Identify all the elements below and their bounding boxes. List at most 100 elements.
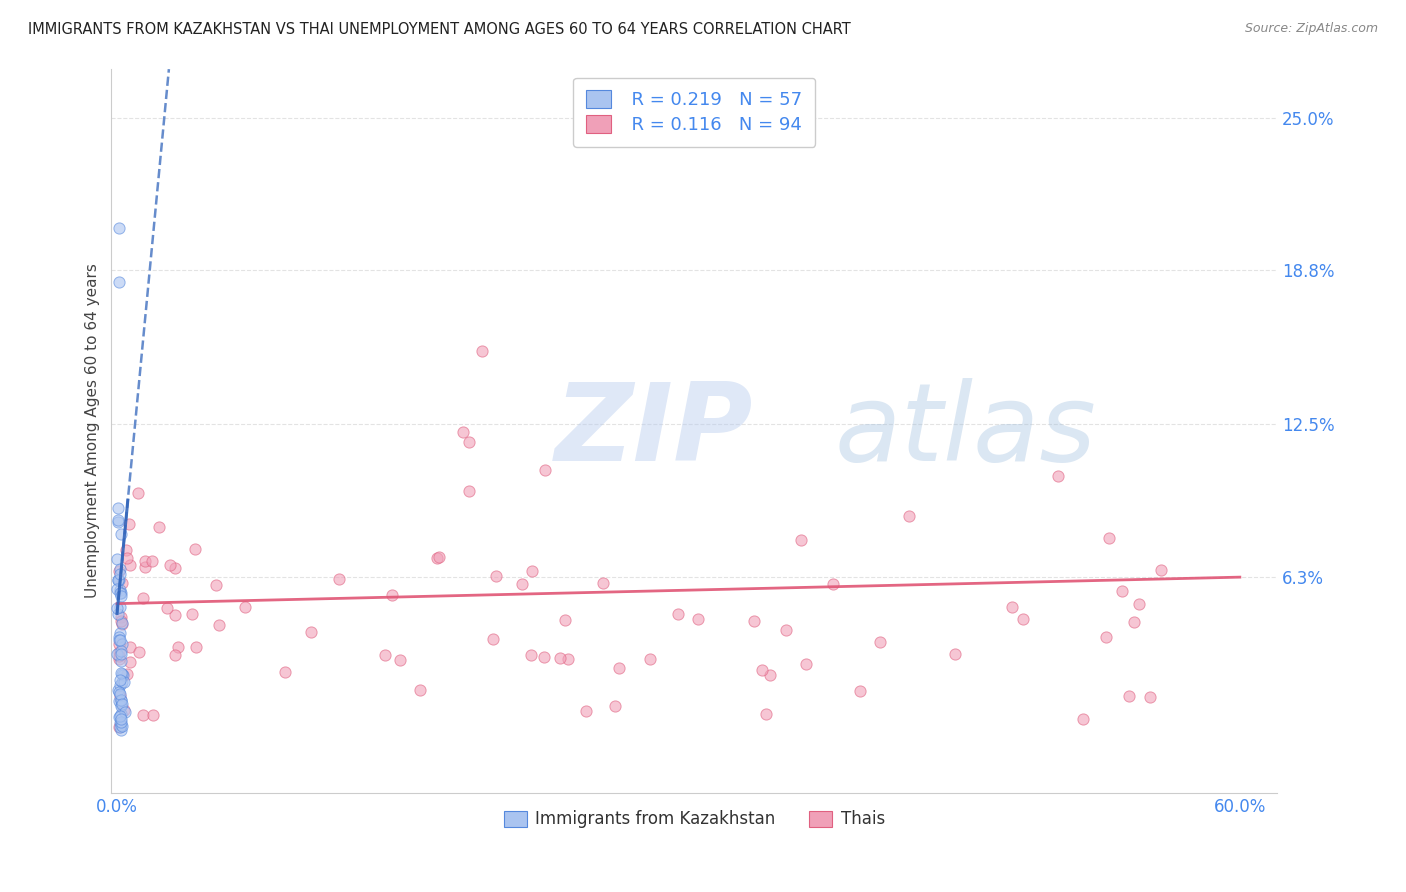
- Point: [110, 647, 132, 661]
- Text: Source: ZipAtlas.com: Source: ZipAtlas.com: [1244, 22, 1378, 36]
- Point: [105, 648, 128, 662]
- Point: [107, 694, 129, 708]
- Point: [1123, 615, 1146, 629]
- Point: [898, 509, 921, 524]
- Point: [110, 693, 132, 707]
- Point: [638, 652, 661, 666]
- Point: [107, 515, 129, 529]
- Point: [110, 666, 132, 681]
- Point: [426, 551, 449, 566]
- Point: [111, 637, 134, 651]
- Point: [111, 674, 134, 689]
- Point: [131, 591, 153, 605]
- Point: [557, 652, 579, 666]
- Point: [374, 648, 396, 662]
- Point: [111, 666, 134, 681]
- Point: [1047, 469, 1070, 483]
- Point: [869, 634, 891, 648]
- Point: [108, 564, 131, 578]
- Point: [1001, 599, 1024, 614]
- Point: [108, 630, 131, 644]
- Point: [105, 582, 128, 597]
- Point: [457, 484, 479, 499]
- Point: [512, 577, 534, 591]
- Point: [107, 573, 129, 587]
- Point: [110, 716, 132, 731]
- Point: [115, 551, 138, 566]
- Point: [389, 653, 412, 667]
- Point: [534, 463, 557, 477]
- Point: [134, 554, 156, 568]
- Point: [554, 613, 576, 627]
- Point: [111, 616, 134, 631]
- Point: [592, 576, 614, 591]
- Point: [328, 572, 350, 586]
- Point: [165, 648, 187, 663]
- Point: [108, 673, 131, 687]
- Point: [110, 693, 132, 707]
- Point: [118, 640, 141, 654]
- Point: [108, 582, 131, 597]
- Point: [110, 706, 132, 721]
- Y-axis label: Unemployment Among Ages 60 to 64 years: Unemployment Among Ages 60 to 64 years: [86, 263, 100, 598]
- Point: [381, 588, 404, 602]
- Point: [1118, 689, 1140, 703]
- Point: [108, 645, 131, 659]
- Point: [775, 624, 797, 638]
- Point: [107, 221, 129, 235]
- Point: [110, 715, 132, 730]
- Point: [1111, 584, 1133, 599]
- Point: [107, 513, 129, 527]
- Point: [110, 697, 132, 711]
- Point: [110, 709, 132, 723]
- Point: [409, 683, 432, 698]
- Point: [108, 599, 131, 614]
- Point: [751, 663, 773, 677]
- Point: [575, 704, 598, 718]
- Point: [115, 667, 138, 681]
- Point: [110, 626, 132, 640]
- Point: [107, 683, 129, 698]
- Point: [520, 648, 543, 663]
- Point: [110, 654, 132, 668]
- Point: [148, 519, 170, 533]
- Point: [110, 633, 132, 648]
- Point: [118, 558, 141, 573]
- Point: [110, 699, 132, 714]
- Text: ZIP: ZIP: [554, 377, 752, 483]
- Point: [666, 607, 689, 622]
- Point: [533, 649, 555, 664]
- Point: [110, 616, 132, 631]
- Point: [110, 614, 132, 628]
- Point: [110, 586, 132, 600]
- Text: atlas: atlas: [834, 378, 1097, 483]
- Point: [110, 718, 132, 732]
- Point: [108, 690, 131, 704]
- Point: [108, 685, 131, 699]
- Point: [108, 632, 131, 647]
- Point: [108, 566, 131, 581]
- Point: [108, 678, 131, 692]
- Text: IMMIGRANTS FROM KAZAKHSTAN VS THAI UNEMPLOYMENT AMONG AGES 60 TO 64 YEARS CORREL: IMMIGRANTS FROM KAZAKHSTAN VS THAI UNEMP…: [28, 22, 851, 37]
- Point: [520, 564, 543, 578]
- Point: [112, 674, 135, 689]
- Point: [823, 577, 845, 591]
- Point: [457, 434, 479, 449]
- Point: [156, 601, 179, 615]
- Point: [107, 275, 129, 289]
- Point: [755, 706, 778, 721]
- Point: [110, 723, 132, 737]
- Point: [108, 637, 131, 651]
- Point: [112, 703, 135, 717]
- Point: [686, 612, 709, 626]
- Point: [548, 650, 571, 665]
- Point: [111, 575, 134, 590]
- Point: [107, 500, 129, 515]
- Point: [108, 574, 131, 588]
- Point: [742, 615, 765, 629]
- Point: [115, 542, 138, 557]
- Point: [429, 549, 451, 564]
- Point: [482, 632, 505, 647]
- Point: [108, 720, 131, 734]
- Point: [110, 585, 132, 599]
